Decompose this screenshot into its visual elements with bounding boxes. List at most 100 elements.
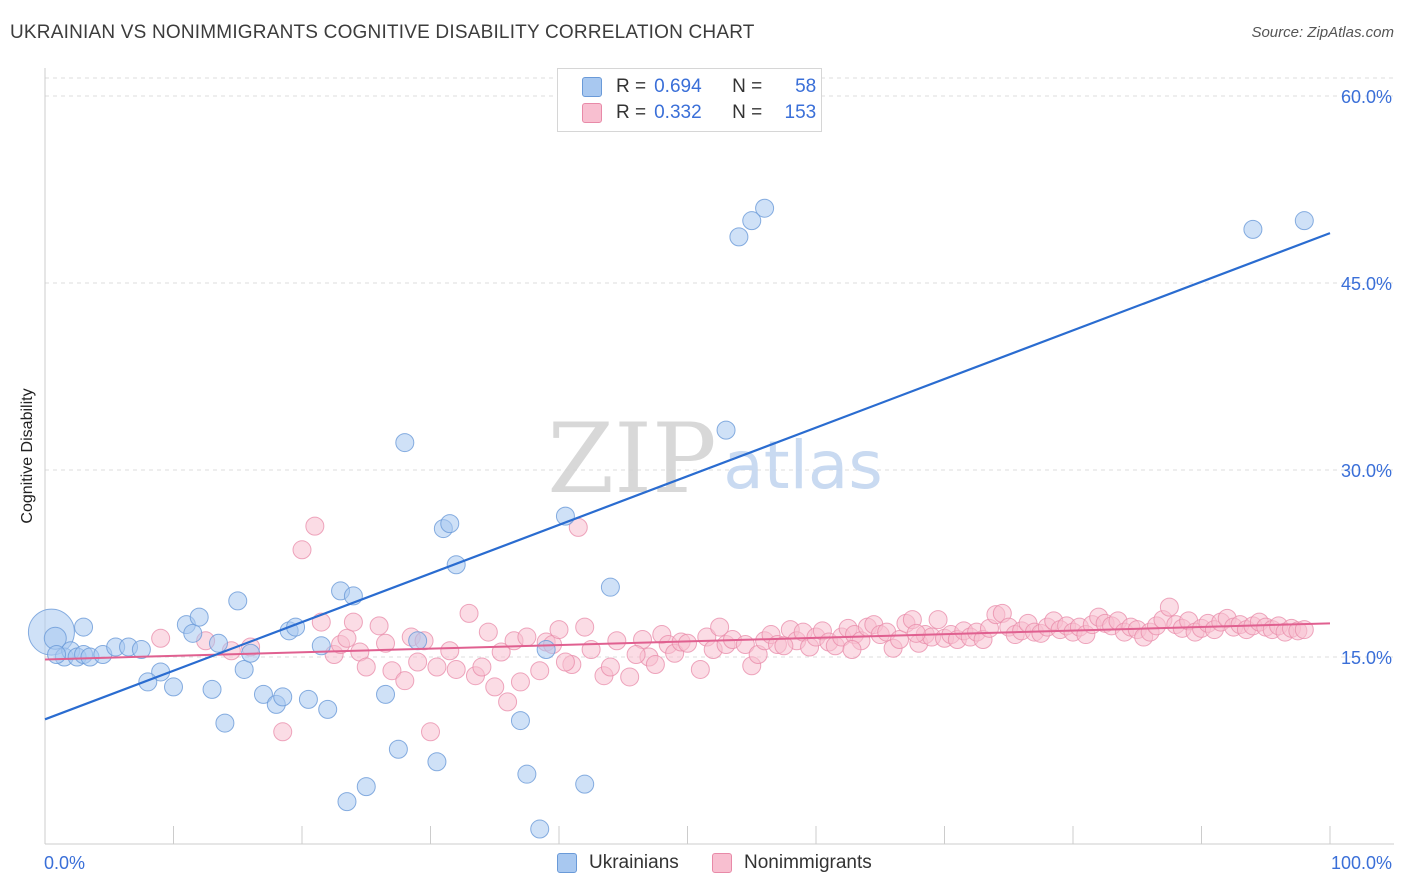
grid-lines: [45, 77, 1394, 658]
ukrainians-point: [408, 631, 428, 651]
nonimmigrants-point: [382, 661, 402, 681]
nonimmigrants-point: [645, 654, 665, 674]
ukrainians-point: [1294, 211, 1314, 231]
trend-lines: [44, 232, 1331, 721]
nonimmigrants-point: [485, 677, 505, 697]
nonimmigrants-point: [510, 672, 530, 692]
ukrainians-point: [138, 672, 158, 692]
legend-item-nonimmigrants[interactable]: Nonimmigrants: [712, 852, 872, 874]
nonimmigrants-point: [273, 722, 293, 742]
legend-r-value: 0.694: [654, 76, 702, 97]
nonimmigrants-point: [343, 612, 363, 632]
nonimmigrants-point: [774, 636, 794, 656]
source-label: Source: ZipAtlas.com: [1251, 24, 1394, 41]
ukrainians-point: [131, 640, 151, 660]
axes: [44, 68, 1394, 845]
legend-label-nonimmigrants: Nonimmigrants: [744, 852, 872, 873]
x-tick-label: 0.0%: [44, 853, 85, 873]
nonimmigrants-point: [1159, 597, 1179, 617]
nonimmigrants-point: [427, 657, 447, 677]
ukrainians-point: [395, 433, 415, 453]
nonimmigrants-point: [292, 540, 312, 560]
ukrainians-point: [376, 684, 396, 704]
ukrainians-point: [530, 819, 550, 839]
ukrainians-point: [215, 713, 235, 733]
ukrainians-point: [273, 687, 293, 707]
ukrainians-point: [388, 739, 408, 759]
ukrainians-point: [440, 514, 460, 534]
legend-row-ukrainians: R = 0.694 N = 58: [582, 74, 816, 100]
nonimmigrants-point: [549, 620, 569, 640]
ukrainians-point: [202, 679, 222, 699]
nonimmigrants-point: [626, 645, 646, 665]
legend-label-ukrainians: Ukrainians: [589, 852, 679, 873]
y-tick-label: 15.0%: [1341, 648, 1392, 668]
nonimmigrants-point: [356, 657, 376, 677]
nonimmigrants-point: [337, 628, 357, 648]
ukrainians-point: [1243, 219, 1263, 239]
nonimmigrants-point: [890, 630, 910, 650]
legend-n-label: N =: [732, 76, 763, 97]
nonimmigrants-point: [517, 627, 537, 647]
nonimmigrants-point: [690, 659, 710, 679]
legend-item-ukrainians[interactable]: Ukrainians: [557, 852, 679, 874]
ukrainians-point: [575, 774, 595, 794]
watermark: ZIP atlas: [547, 403, 882, 515]
series-legend: Ukrainians Nonimmigrants: [0, 852, 1406, 878]
ukrainians-point: [183, 623, 203, 643]
ukrainians-point: [716, 420, 736, 440]
legend-r-label: R =: [616, 102, 647, 123]
tick-labels: 15.0% 30.0% 45.0% 60.0% 0.0% 100.0%: [44, 87, 1392, 873]
ukrainians-point: [74, 617, 94, 637]
nonimmigrants-point: [421, 722, 440, 742]
ukrainians-point: [729, 227, 749, 247]
ukrainians-point: [164, 677, 183, 697]
y-axis-label: Cognitive Disability: [19, 388, 36, 524]
legend-swatch-ukrainians: [582, 77, 602, 97]
nonimmigrants-trend-line: [44, 622, 1331, 661]
ukrainians-trend-line: [44, 232, 1331, 721]
ukrainians-point: [356, 777, 376, 797]
nonimmigrants-point: [478, 622, 498, 642]
nonimmigrants-point: [305, 516, 325, 536]
legend-n-label: N =: [732, 102, 763, 123]
nonimmigrants-point: [446, 659, 466, 679]
nonimmigrants-point: [555, 652, 575, 672]
nonimmigrants-point: [440, 641, 460, 661]
ukrainians-point: [208, 633, 228, 653]
nonimmigrants-point: [530, 661, 550, 681]
nonimmigrants-point: [710, 617, 730, 637]
x-tick-label: 100.0%: [1331, 853, 1392, 873]
ukrainians-point: [742, 211, 762, 231]
ukrainians-point: [253, 684, 273, 704]
nonimmigrants-point: [151, 628, 171, 648]
y-tick-label: 45.0%: [1341, 274, 1392, 294]
ukrainians-point: [228, 591, 248, 611]
nonimmigrants-point: [906, 623, 926, 643]
legend-swatch-nonimmigrants: [582, 103, 602, 123]
nonimmigrants-point: [842, 640, 862, 660]
legend-row-nonimmigrants: R = 0.332 N = 153: [582, 100, 816, 126]
nonimmigrants-point: [928, 610, 948, 630]
legend-r-value: 0.332: [654, 102, 702, 123]
ukrainians-point: [510, 711, 530, 731]
nonimmigrants-point: [678, 633, 697, 653]
y-tick-label: 60.0%: [1341, 87, 1392, 107]
ukrainians-point: [427, 752, 447, 772]
nonimmigrants-point: [395, 671, 415, 691]
nonimmigrants-point: [459, 603, 479, 623]
ukrainians-point: [298, 689, 318, 709]
y-tick-label: 30.0%: [1341, 461, 1392, 481]
legend-swatch-nonimmigrants: [712, 853, 732, 873]
nonimmigrants-point: [607, 631, 627, 651]
ukrainians-point: [311, 636, 331, 656]
stats-legend: R = 0.694 N = 58 R = 0.332 N = 153: [557, 68, 822, 132]
legend-r-label: R =: [616, 76, 647, 97]
nonimmigrants-point: [408, 652, 428, 672]
nonimmigrants-point: [600, 657, 620, 677]
ukrainians-point: [600, 577, 620, 597]
ukrainians-point: [536, 640, 556, 660]
ukrainians-point: [755, 198, 775, 218]
ukrainians-point: [337, 792, 357, 812]
